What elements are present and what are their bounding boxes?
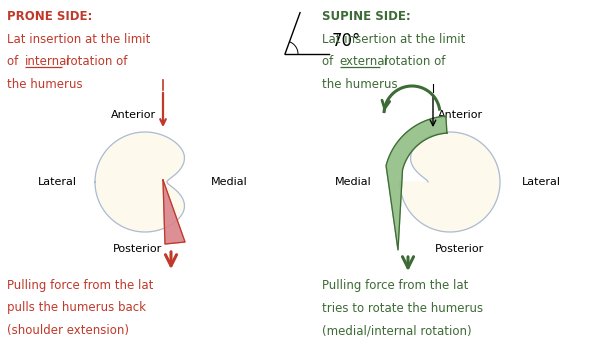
Text: Anterior: Anterior bbox=[437, 110, 482, 120]
Text: Lat insertion at the limit: Lat insertion at the limit bbox=[322, 32, 466, 46]
Text: Anterior: Anterior bbox=[110, 110, 155, 120]
Text: of: of bbox=[322, 55, 337, 68]
Text: Lateral: Lateral bbox=[522, 177, 561, 187]
Text: PRONE SIDE:: PRONE SIDE: bbox=[7, 10, 92, 23]
Polygon shape bbox=[400, 132, 500, 232]
Text: Pulling force from the lat: Pulling force from the lat bbox=[7, 279, 154, 292]
Text: Medial: Medial bbox=[211, 177, 248, 187]
Text: the humerus: the humerus bbox=[322, 78, 398, 91]
Text: rotation of: rotation of bbox=[62, 55, 127, 68]
Text: SUPINE SIDE:: SUPINE SIDE: bbox=[322, 10, 411, 23]
Text: (medial/internal rotation): (medial/internal rotation) bbox=[322, 324, 472, 337]
Polygon shape bbox=[386, 116, 447, 250]
Text: of: of bbox=[7, 55, 22, 68]
Polygon shape bbox=[163, 180, 185, 244]
Text: rotation of: rotation of bbox=[380, 55, 445, 68]
Text: internal: internal bbox=[25, 55, 70, 68]
Text: pulls the humerus back: pulls the humerus back bbox=[7, 301, 146, 314]
Text: Pulling force from the lat: Pulling force from the lat bbox=[322, 279, 469, 292]
Text: Lat insertion at the limit: Lat insertion at the limit bbox=[7, 32, 151, 46]
Text: Posterior: Posterior bbox=[112, 244, 161, 254]
Text: Medial: Medial bbox=[335, 177, 372, 187]
Polygon shape bbox=[95, 132, 184, 232]
Text: the humerus: the humerus bbox=[7, 78, 83, 91]
Text: external: external bbox=[340, 55, 388, 68]
Text: Posterior: Posterior bbox=[436, 244, 485, 254]
Text: (shoulder extension): (shoulder extension) bbox=[7, 324, 129, 337]
Text: Lateral: Lateral bbox=[38, 177, 77, 187]
Text: tries to rotate the humerus: tries to rotate the humerus bbox=[322, 301, 483, 314]
Text: 70°: 70° bbox=[332, 32, 361, 50]
